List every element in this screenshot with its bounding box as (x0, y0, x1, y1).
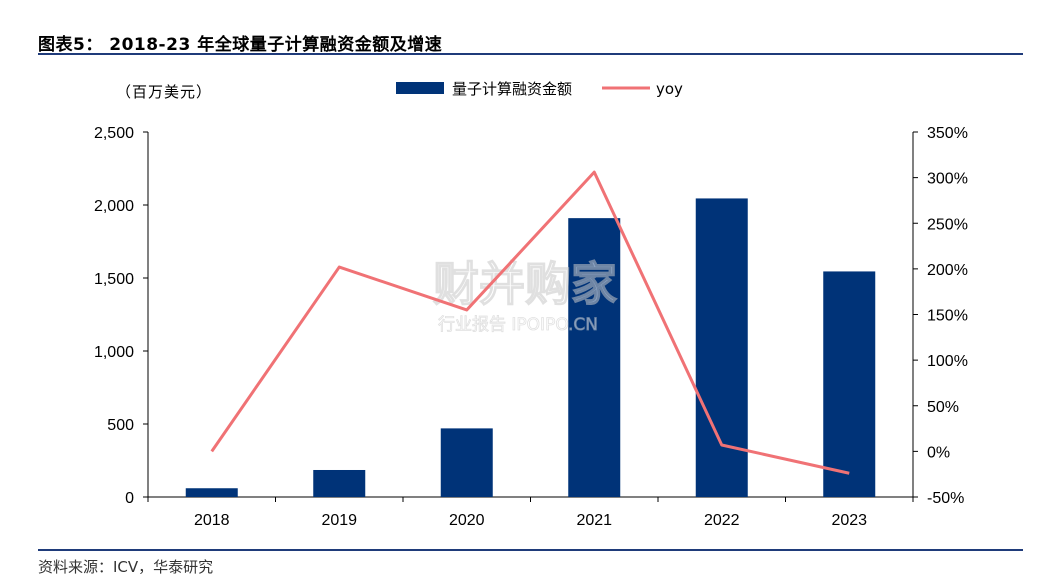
bar (185, 488, 238, 497)
x-tick-label: 2018 (194, 512, 230, 529)
watermark-main: 财并购家 (433, 257, 617, 311)
right-tick-label: -50% (927, 490, 964, 507)
axes: 0 500 1,000 1,500 2,000 2,500 -50% 0% 50% 100% 150… (94, 125, 968, 529)
right-tick-label: 0% (927, 444, 950, 461)
legend-label-line: yoy (656, 80, 683, 98)
figure-title: 图表5： 2018-23 年全球量子计算融资金额及增速 (38, 35, 443, 55)
right-tick-label: 250% (927, 216, 968, 233)
bar (313, 469, 366, 497)
x-tick-label: 2023 (831, 512, 867, 529)
left-tick-label: 500 (107, 417, 134, 434)
right-tick-label: 300% (927, 171, 968, 188)
left-axis-unit-label: （百万美元） (116, 83, 213, 101)
right-tick-label: 100% (927, 353, 968, 370)
bar-series (185, 198, 876, 497)
bar (568, 218, 621, 497)
bar (440, 428, 493, 497)
yoy-line (210, 170, 850, 475)
bar (823, 271, 876, 497)
legend-label-bar: 量子计算融资金额 (452, 80, 572, 98)
source-note: 资料来源：ICV，华泰研究 (38, 558, 214, 576)
legend-swatch-bar (396, 82, 444, 94)
right-tick-label: 150% (927, 308, 968, 325)
watermark-sub: 行业报告 IPOIPO.CN (438, 315, 598, 335)
right-tick-label: 50% (927, 399, 959, 416)
x-tick-label: 2019 (321, 512, 357, 529)
left-tick-label: 1,000 (94, 344, 134, 361)
legend: 量子计算融资金额 yoy (396, 80, 683, 98)
left-tick-label: 2,500 (94, 125, 134, 142)
bottom-rule (38, 549, 1023, 551)
right-tick-label: 350% (927, 125, 968, 142)
right-tick-label: 200% (927, 262, 968, 279)
line-series (210, 170, 850, 475)
x-tick-label: 2022 (704, 512, 740, 529)
watermark: 财并购家 行业报告 IPOIPO.CN (432, 256, 617, 335)
bar (695, 198, 748, 497)
top-rule (38, 53, 1023, 55)
left-tick-label: 0 (125, 490, 134, 507)
x-tick-label: 2021 (576, 512, 612, 529)
left-tick-label: 1,500 (94, 271, 134, 288)
x-tick-label: 2020 (449, 512, 485, 529)
left-tick-label: 2,000 (94, 198, 134, 215)
